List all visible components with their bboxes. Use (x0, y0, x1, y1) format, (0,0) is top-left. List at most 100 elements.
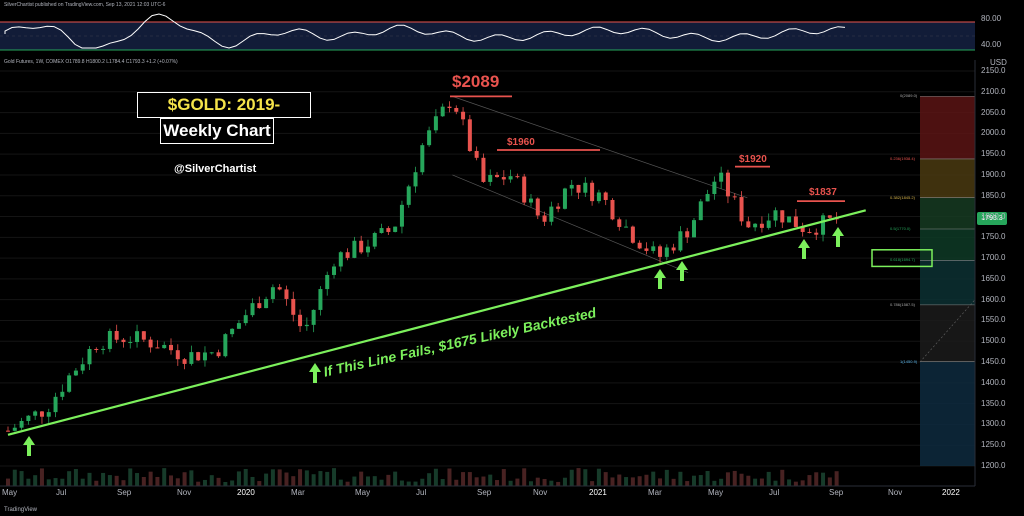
volume-bar (678, 471, 683, 486)
candle-body (413, 172, 418, 187)
volume-bar (182, 472, 187, 486)
volume-bar (393, 471, 398, 486)
fib-zone (920, 96, 975, 159)
volume-bar (406, 481, 411, 486)
price-tick: 2000.0 (981, 128, 1006, 138)
candle-body (746, 221, 751, 228)
price-tick: 1850.0 (981, 190, 1006, 200)
volume-bar (691, 475, 696, 486)
fib-label: 0.5(1770.0) (890, 226, 911, 231)
volume-bar (773, 480, 778, 486)
candle-body (576, 184, 581, 193)
candle-body (821, 215, 826, 235)
volume-bars (6, 468, 839, 486)
candle-body (685, 231, 690, 238)
candle-body (814, 232, 819, 235)
up-arrow-icon (309, 363, 321, 383)
price-tick: 1350.0 (981, 398, 1006, 408)
time-tick: Nov (177, 488, 192, 497)
volume-bar (73, 469, 78, 486)
volume-bar (793, 481, 798, 486)
candle-body (155, 347, 160, 349)
fib-zone (920, 260, 975, 305)
candle-body (427, 130, 432, 146)
volume-bar (101, 472, 106, 486)
volume-bar (277, 469, 282, 486)
trendline (7, 209, 867, 436)
volume-bar (569, 469, 574, 486)
volume-bar (209, 475, 214, 486)
volume-bar (685, 481, 690, 486)
price-tick: 1800.0 (981, 211, 1006, 221)
volume-bar (243, 468, 248, 486)
volume-bar (732, 470, 737, 486)
candle-body (637, 242, 642, 249)
volume-bar (345, 481, 350, 486)
candle-body (359, 240, 364, 253)
time-tick: Jul (769, 488, 780, 497)
candle-body (318, 289, 323, 310)
volume-bar (141, 476, 146, 486)
candle-body (345, 252, 350, 258)
candle-body (590, 182, 595, 202)
candle-body (793, 216, 798, 227)
volume-bar (712, 480, 717, 486)
volume-bar (651, 471, 656, 486)
up-arrow-icon (798, 239, 810, 259)
candle-body (488, 174, 493, 182)
volume-bar (522, 468, 527, 486)
candle-body (827, 215, 832, 218)
volume-bar (162, 468, 167, 486)
candle-body (705, 194, 710, 202)
volume-bar (189, 470, 194, 486)
fib-label: 0.236(1938.4) (890, 155, 915, 161)
candle-body (474, 151, 479, 158)
volume-bar (365, 476, 370, 486)
candle-body (739, 197, 744, 222)
candle-body (270, 287, 275, 299)
volume-bar (114, 475, 119, 486)
volume-bar (155, 476, 160, 486)
volume-bar (291, 476, 296, 486)
volume-bar (33, 475, 38, 486)
volume-bar (298, 469, 303, 486)
candle-body (162, 344, 167, 349)
candle-body (182, 359, 187, 364)
candle-body (753, 223, 758, 228)
candle-body (257, 303, 262, 309)
price-tick: 1650.0 (981, 273, 1006, 283)
fib-label: 0.618(1694.7) (890, 257, 915, 263)
volume-bar (107, 475, 112, 486)
volume-bar (821, 472, 826, 486)
peak-2089-label: $2089 (452, 72, 500, 91)
candle-body (664, 247, 669, 257)
candle-body (209, 352, 214, 354)
volume-bar (359, 471, 364, 486)
fib-label: 1(1450.9) (900, 358, 918, 364)
volume-bar (637, 476, 642, 486)
candle-body (467, 119, 472, 152)
peak-1920-label: $1920 (739, 154, 767, 165)
oscillator-line (4, 13, 846, 49)
fib-0618-highlight (871, 249, 933, 268)
candle-body (169, 344, 174, 351)
volume-bar (440, 479, 445, 486)
volume-bar (501, 469, 506, 486)
candle-body (800, 226, 805, 232)
fib-zone (920, 158, 975, 198)
price-tick: 1550.0 (981, 315, 1006, 325)
up-arrow-icon (832, 227, 844, 247)
oscillator-tick: 80.00 (981, 14, 1002, 23)
price-tick: 1400.0 (981, 377, 1006, 387)
time-tick: Mar (291, 488, 305, 497)
candle-body (230, 328, 235, 335)
time-tick: Mar (648, 488, 662, 497)
candle-body (250, 303, 255, 316)
symbol-legend: Gold Futures, 1W, COMEX O1789.8 H1800.2 … (4, 59, 178, 65)
candle-body (19, 420, 24, 428)
fib-trend-dash (919, 299, 976, 363)
fib-retracement (871, 96, 976, 466)
candle-body (128, 342, 133, 344)
fib-label: 0.786(1587.5) (890, 301, 915, 307)
